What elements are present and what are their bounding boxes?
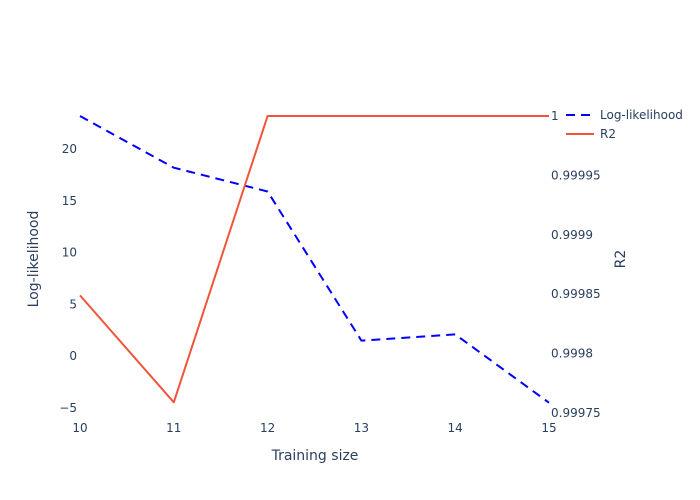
y-tick-label: 10 — [62, 246, 77, 260]
x-tick-label: 11 — [166, 421, 181, 435]
x-tick-label: 10 — [72, 421, 87, 435]
plot-area — [79, 115, 550, 404]
y2-tick-label: 1 — [551, 109, 559, 123]
legend-item-r2[interactable]: R2 — [566, 127, 616, 141]
y-tick-label: 20 — [62, 142, 77, 156]
x-axis-title: Training size — [271, 448, 359, 464]
y-tick-label: 0 — [69, 349, 77, 363]
x-tick-label: 12 — [260, 421, 275, 435]
y-tick-label: 5 — [69, 297, 77, 311]
y-axis-title: Log-likelihood — [26, 211, 42, 308]
series-line-r2 — [79, 115, 549, 404]
x-tick-label: 15 — [541, 421, 556, 435]
legend-label-r2: R2 — [600, 127, 616, 141]
legend-label-log-likelihood: Log-likelihood — [600, 108, 683, 122]
y2-tick-label: 0.9998 — [551, 347, 593, 361]
y2-axis-title: R2 — [613, 250, 629, 269]
y-tick-label: 15 — [62, 194, 77, 208]
series-line-log-likelihood — [79, 115, 550, 404]
legend-item-log-likelihood[interactable]: Log-likelihood — [566, 108, 683, 122]
y2-tick-label: 0.99995 — [551, 168, 601, 182]
legend[interactable]: Log-likelihood R2 — [566, 108, 683, 141]
y2-tick-label: 0.99985 — [551, 287, 601, 301]
x-tick-label: 13 — [354, 421, 369, 435]
y2-axis-ticks: 0.99975 0.9998 0.99985 0.9999 0.99995 1 — [551, 109, 601, 420]
y-axis-ticks: −5 0 5 10 15 20 — [59, 142, 77, 415]
x-tick-label: 14 — [448, 421, 463, 435]
y-tick-label: −5 — [59, 401, 77, 415]
y2-tick-label: 0.9999 — [551, 228, 593, 242]
y2-tick-label: 0.99975 — [551, 406, 601, 420]
x-axis-ticks: 10 11 12 13 14 15 — [72, 421, 556, 435]
